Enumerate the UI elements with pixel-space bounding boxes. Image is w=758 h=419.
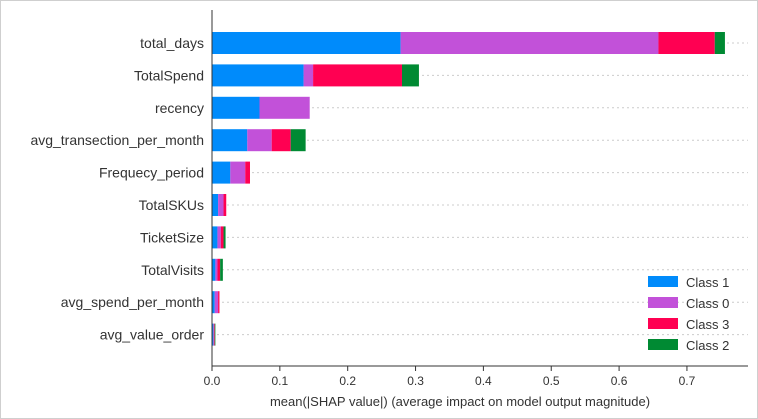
bar-segment-avg_transection_per_month-class-2 [290,129,306,152]
legend-swatch-class-2 [648,339,678,350]
x-tick-labels: 0.0 0.1 0.2 0.3 0.4 0.5 0.6 0.7 [204,366,696,388]
feature-label-TotalSKUs: TotalSKUs [139,197,204,213]
feature-label-TotalVisits: TotalVisits [141,262,204,278]
x-axis-title: mean(|SHAP value|) (average impact on mo… [270,394,650,409]
bar-segment-avg_spend_per_month-class-3 [218,291,220,314]
axis-layer [211,10,748,367]
bar-segment-TicketSize-class-2 [223,226,226,249]
bar-segment-TotalSpend-class-1 [212,64,304,87]
feature-label-recency: recency [155,100,204,116]
bar-segment-total_days-class-3 [658,32,715,54]
feature-label-avg_value_order: avg_value_order [100,327,205,343]
legend-label-class-2: Class 2 [686,338,729,353]
bar-segment-TotalSpend-class-2 [401,64,419,87]
bar-segment-TicketSize-class-0 [217,226,221,249]
bar-segment-avg_spend_per_month-class-1 [212,291,215,314]
bar-segment-avg_transection_per_month-class-1 [212,129,248,152]
bar-segment-Frequecy_period-class-3 [245,161,250,184]
bar-segment-total_days-class-0 [400,32,659,54]
bar-segment-avg_transection_per_month-class-0 [247,129,272,152]
x-tick-label: 0.1 [272,374,289,388]
bar-segment-TotalVisits-class-0 [215,258,218,281]
legend: Class 1 Class 0 Class 3 Class 2 [648,275,729,353]
bar-segment-total_days-class-2 [714,32,725,54]
bar-segment-TotalSKUs-class-0 [218,194,224,216]
legend-swatch-class-1 [648,276,678,287]
x-tick-label: 0.7 [679,374,696,388]
feature-label-avg_transection_per_month: avg_transection_per_month [30,132,204,148]
bar-segment-TotalSKUs-class-1 [212,194,219,216]
bar-segment-avg_value_order-class-2 [214,323,216,346]
bar-segment-TotalVisits-class-3 [217,258,221,281]
bar-segment-total_days-class-1 [212,32,401,54]
legend-swatch-class-3 [648,318,678,329]
bar-segment-TotalSpend-class-3 [313,64,402,87]
x-tick-label: 0.4 [475,374,492,388]
x-tick-label: 0.6 [611,374,628,388]
legend-label-class-3: Class 3 [686,317,729,332]
x-tick-label: 0.3 [407,374,424,388]
feature-label-total_days: total_days [140,35,204,51]
bar-segment-TicketSize-class-3 [220,226,224,249]
bar-segment-TotalVisits-class-2 [220,258,223,281]
grid-layer [212,42,748,336]
bar-segment-TotalSKUs-class-3 [223,194,227,216]
legend-label-class-1: Class 1 [686,275,729,290]
bar-segment-recency-class-1 [212,96,260,119]
bar-segment-avg_transection_per_month-class-3 [271,129,291,152]
bar-segment-Frequecy_period-class-0 [230,161,246,184]
feature-labels: total_days TotalSpend recency avg_transecti… [30,35,204,343]
bar-segment-TotalSpend-class-0 [303,64,314,87]
bar-segment-avg_value_order-class-3 [214,323,215,346]
bar-segment-avg_spend_per_month-class-0 [214,291,219,314]
bar-layer [212,32,725,346]
feature-label-Frequecy_period: Frequecy_period [99,165,204,181]
x-tick-label: 0.0 [204,374,221,388]
legend-swatch-class-0 [648,297,678,308]
bar-segment-recency-class-0 [259,96,310,119]
bar-segment-avg_value_order-class-1 [212,323,214,346]
feature-label-TotalSpend: TotalSpend [134,67,204,83]
bar-segment-TotalVisits-class-1 [212,258,216,281]
feature-label-TicketSize: TicketSize [140,229,204,245]
x-tick-label: 0.2 [339,374,356,388]
bar-segment-avg_value_order-class-0 [213,323,215,346]
legend-label-class-0: Class 0 [686,296,729,311]
bar-segment-Frequecy_period-class-1 [212,161,231,184]
bar-segment-TicketSize-class-1 [212,226,218,249]
feature-label-avg_spend_per_month: avg_spend_per_month [61,294,204,310]
x-tick-label: 0.5 [543,374,560,388]
